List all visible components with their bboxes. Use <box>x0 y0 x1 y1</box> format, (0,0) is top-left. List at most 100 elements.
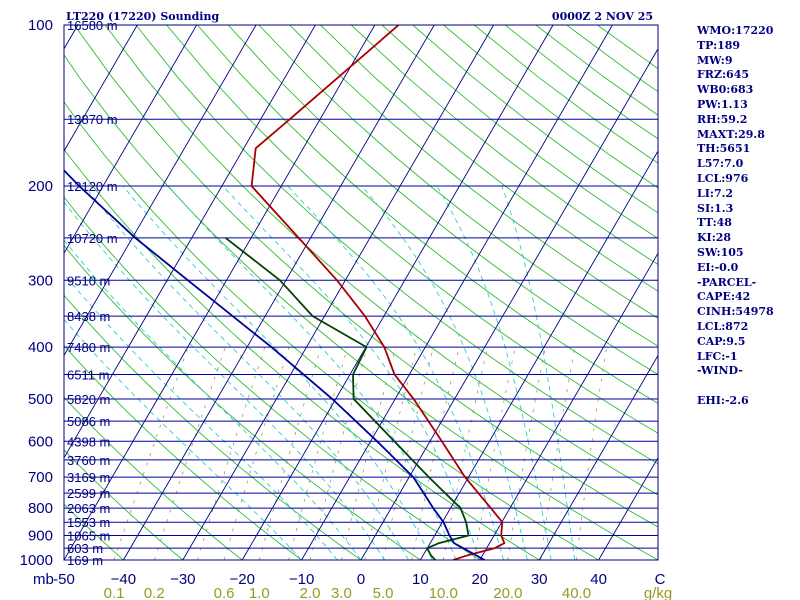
temperature-tick-label: -50 <box>53 571 75 588</box>
height-label: 9510 m <box>67 273 110 288</box>
index-item: EI:-0.0 <box>697 260 739 274</box>
height-label: 10720 m <box>67 231 118 246</box>
isotherm <box>64 25 257 357</box>
height-label: 1553 m <box>67 515 110 530</box>
height-label: 12120 m <box>67 179 118 194</box>
height-label: 16580 m <box>67 18 118 33</box>
mixing-ratio-tick-label: 3.0 <box>331 585 352 600</box>
height-label: 169 m <box>67 553 103 568</box>
pressure-label: 600 <box>28 433 53 450</box>
index-item: WMO:17220 <box>697 24 774 37</box>
temperature-tick-label: 10 <box>412 571 429 588</box>
mixing-ratio-line <box>309 346 368 560</box>
index-item: -WIND- <box>697 364 743 378</box>
mixing-ratio-line <box>341 346 397 560</box>
mixing-ratio-line <box>411 347 460 560</box>
isotherm <box>64 25 316 459</box>
pressure-label: 1000 <box>20 552 53 569</box>
height-label: 2599 m <box>67 486 110 501</box>
index-item: LCL:872 <box>697 319 749 333</box>
index-item: LFC:-1 <box>697 349 738 363</box>
height-label: 5086 m <box>67 414 110 429</box>
height-label: 6511 m <box>67 367 109 382</box>
index-item: WB0:683 <box>697 83 754 97</box>
index-item: KI:28 <box>697 231 732 245</box>
index-item: LI:7.2 <box>697 186 734 200</box>
isotherm <box>360 47 658 560</box>
mixing-ratio-line <box>113 346 189 560</box>
mixing-ratio-tick-label: 1.0 <box>249 585 270 600</box>
mixing-ratio-line <box>258 346 322 560</box>
pressure-label: 100 <box>28 17 53 34</box>
index-item: SW:105 <box>697 245 744 259</box>
dewpoint-profile <box>225 237 470 560</box>
index-item: PW:1.13 <box>697 97 748 111</box>
pressure-label: 300 <box>28 272 53 289</box>
index-item: CAP:9.5 <box>697 334 746 348</box>
isotherm <box>123 25 435 560</box>
mixing-ratio-unit-label: g/kg <box>644 585 672 600</box>
index-item: TH:5651 <box>697 142 751 156</box>
temperature-tick-label: 20 <box>471 571 488 588</box>
mixing-ratio-line <box>223 346 290 560</box>
index-item: LCL:976 <box>697 171 749 185</box>
moist-adiabat <box>436 185 552 560</box>
isotherm <box>64 25 198 255</box>
isotherm <box>598 456 658 560</box>
temperature-tick-label: 0 <box>357 571 365 588</box>
moist-adiabat <box>64 273 338 560</box>
mixing-ratio-line <box>473 347 516 560</box>
index-item: CINH:54978 <box>697 305 774 319</box>
height-label: 13870 m <box>67 112 118 127</box>
temperature-tick-label: −20 <box>229 571 254 588</box>
parcel-profile <box>64 169 486 560</box>
pressure-label: 800 <box>28 500 53 517</box>
index-item: L57:7.0 <box>697 157 744 171</box>
isotherm <box>182 25 495 560</box>
pressure-label: 500 <box>28 391 53 408</box>
moist-adiabat <box>84 185 409 560</box>
dry-adiabat <box>104 25 658 496</box>
chart-title: LT220 (17220) Sounding <box>66 10 219 23</box>
height-label: 8438 m <box>67 309 110 324</box>
dry-adiabat <box>73 25 658 528</box>
index-item: FRZ:645 <box>697 68 750 82</box>
time-label: 0000Z 2 NOV 25 <box>552 10 653 23</box>
isotherm <box>64 25 138 152</box>
pressure-label: 400 <box>28 339 53 356</box>
isotherm <box>538 354 658 560</box>
dry-adiabat <box>64 245 421 560</box>
plot-frame <box>63 24 659 561</box>
pressure-label: 900 <box>28 528 53 545</box>
index-item: -PARCEL- <box>697 275 757 289</box>
index-item: EHI:-2.6 <box>697 393 749 407</box>
mixing-ratio-line <box>197 346 266 560</box>
mixing-ratio-tick-label: 10.0 <box>429 585 458 600</box>
height-label: 4398 m <box>67 434 110 449</box>
index-item: MW:9 <box>697 53 733 67</box>
pressure-unit-label: mb <box>33 571 54 588</box>
moist-adiabat <box>168 185 457 560</box>
temperature-tick-label: 40 <box>590 571 607 588</box>
index-item: MAXT:29.8 <box>697 127 765 141</box>
height-label: 3760 m <box>67 453 110 468</box>
mixing-ratio-tick-label: 2.0 <box>300 585 321 600</box>
index-item: TP:189 <box>697 38 741 52</box>
indices-panel: WMO:17220 TP:189 MW:9 FRZ:645 WB0:683 PW:1.13… <box>697 24 797 409</box>
moist-adiabat <box>64 239 362 560</box>
height-label: 5820 m <box>67 392 110 407</box>
isotherm <box>0 25 18 560</box>
isotherm <box>479 252 658 560</box>
height-label: 603 m <box>67 541 103 556</box>
pressure-label: 700 <box>28 469 53 486</box>
isotherm <box>241 25 554 560</box>
isotherm <box>420 150 658 560</box>
pressure-label: 200 <box>28 178 53 195</box>
height-label: 7480 m <box>67 340 110 355</box>
mixing-ratio-tick-label: 0.2 <box>144 585 165 600</box>
temperature-tick-label: −10 <box>289 571 314 588</box>
height-label: 1065 m <box>67 529 110 544</box>
mixing-ratio-tick-label: 5.0 <box>373 585 394 600</box>
index-item: RH:59.2 <box>697 112 748 126</box>
